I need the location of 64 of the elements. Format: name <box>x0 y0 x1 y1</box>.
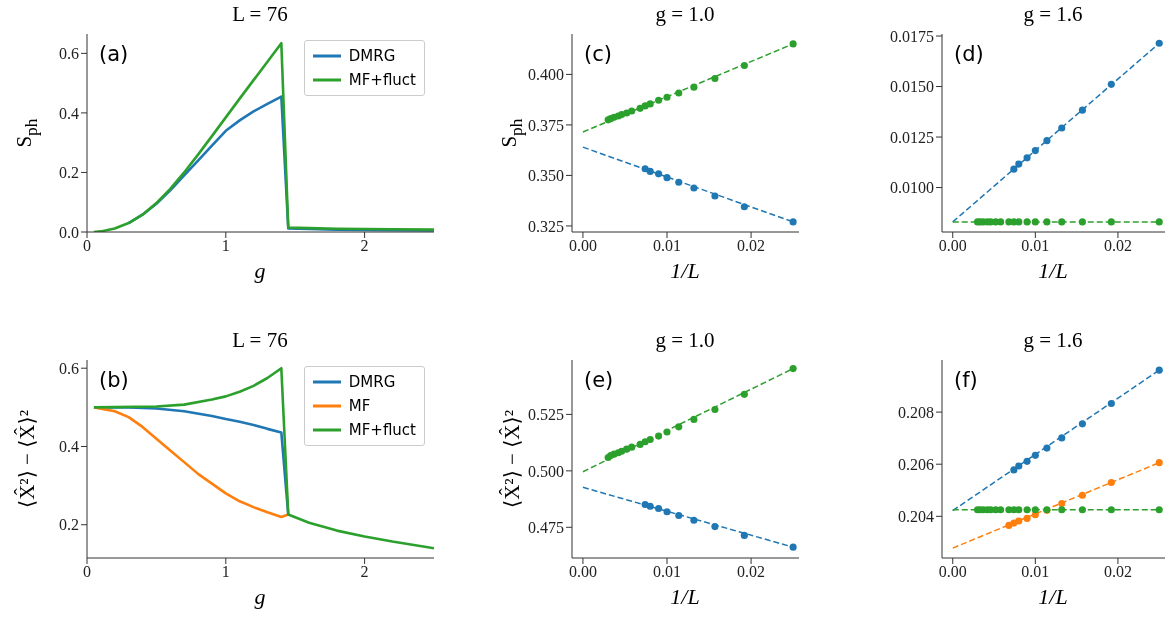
y-tick-label: 0.500 <box>528 462 564 480</box>
x-tick-label: 0.02 <box>737 563 766 581</box>
x-axis-title: g <box>253 584 267 610</box>
legend-label: MF <box>348 397 371 415</box>
y-tick-label: 0.475 <box>528 518 564 536</box>
y-tick-label: 0.4 <box>59 438 79 456</box>
x-tick-label: 0 <box>83 563 91 581</box>
annotation: (f) <box>954 368 978 392</box>
y-tick-label: 0.206 <box>898 455 934 473</box>
legend-label: DMRG <box>348 47 396 65</box>
annotation: (b) <box>99 368 129 392</box>
y-tick-label: 0.0150 <box>890 78 934 96</box>
chart-title: L = 76 <box>231 328 289 353</box>
x-axis-title: 1/L <box>669 584 701 610</box>
y-tick-label: 0.6 <box>59 359 79 377</box>
y-tick-label: 0.4 <box>59 104 79 122</box>
x-axis-title: g <box>253 258 267 284</box>
x-tick-label: 0.01 <box>653 563 681 581</box>
y-tick-label: 0.0125 <box>890 128 934 146</box>
chart-title: g = 1.0 <box>654 2 716 27</box>
chart-title: g = 1.0 <box>654 328 716 353</box>
y-tick-label: 0.0100 <box>890 179 934 197</box>
legend-label: DMRG <box>348 373 396 391</box>
annotation: (c) <box>584 42 612 66</box>
y-tick-label: 0.204 <box>898 508 934 525</box>
y-tick-label: 0.325 <box>528 217 564 235</box>
y-tick-label: 0.350 <box>528 167 564 185</box>
y-axis-title: ⟨X̂²⟩ − ⟨X̂⟩² <box>14 409 40 509</box>
x-tick-label: 1 <box>221 237 230 255</box>
y-tick-label: 0.0175 <box>890 27 934 45</box>
y-tick-label: 0.208 <box>898 403 934 421</box>
x-axis-title: 1/L <box>1037 258 1069 284</box>
x-tick-label: 0.02 <box>1103 237 1132 255</box>
chart-title: g = 1.6 <box>1022 328 1084 353</box>
y-tick-label: 0.2 <box>59 164 79 182</box>
y-axis-title: ⟨X̂²⟩ − ⟨X̂⟩² <box>499 409 525 509</box>
x-tick-label: 2 <box>360 237 369 255</box>
legend-label: MF+fluct <box>348 71 416 89</box>
x-tick-label: 0 <box>83 237 91 255</box>
annotation: (d) <box>954 42 984 66</box>
x-axis-title: 1/L <box>1037 584 1069 610</box>
x-tick-label: 0.00 <box>568 237 597 255</box>
y-tick-label: 0.525 <box>528 406 564 424</box>
y-tick-label: 0.0 <box>59 223 79 241</box>
x-tick-label: 0.02 <box>1103 563 1132 581</box>
legend-label: MF+fluct <box>348 421 416 439</box>
x-tick-label: 0.00 <box>568 563 597 581</box>
x-tick-label: 0.01 <box>1021 563 1050 581</box>
y-tick-label: 0.375 <box>528 116 564 134</box>
annotation: (e) <box>584 368 614 392</box>
x-tick-label: 2 <box>360 563 369 581</box>
chart-title: g = 1.6 <box>1022 2 1084 27</box>
x-tick-label: 0.02 <box>737 237 766 255</box>
x-tick-label: 0.01 <box>653 237 681 255</box>
x-tick-label: 0.00 <box>938 563 967 581</box>
chart-title: L = 76 <box>231 2 289 27</box>
x-tick-label: 0.00 <box>938 237 967 255</box>
x-tick-label: 1 <box>221 563 230 581</box>
y-tick-label: 0.400 <box>528 66 564 84</box>
annotation: (a) <box>99 42 129 66</box>
x-axis-title: 1/L <box>669 258 701 284</box>
y-tick-label: 0.6 <box>59 45 79 63</box>
y-tick-label: 0.2 <box>59 516 79 534</box>
x-tick-label: 0.01 <box>1021 237 1050 255</box>
